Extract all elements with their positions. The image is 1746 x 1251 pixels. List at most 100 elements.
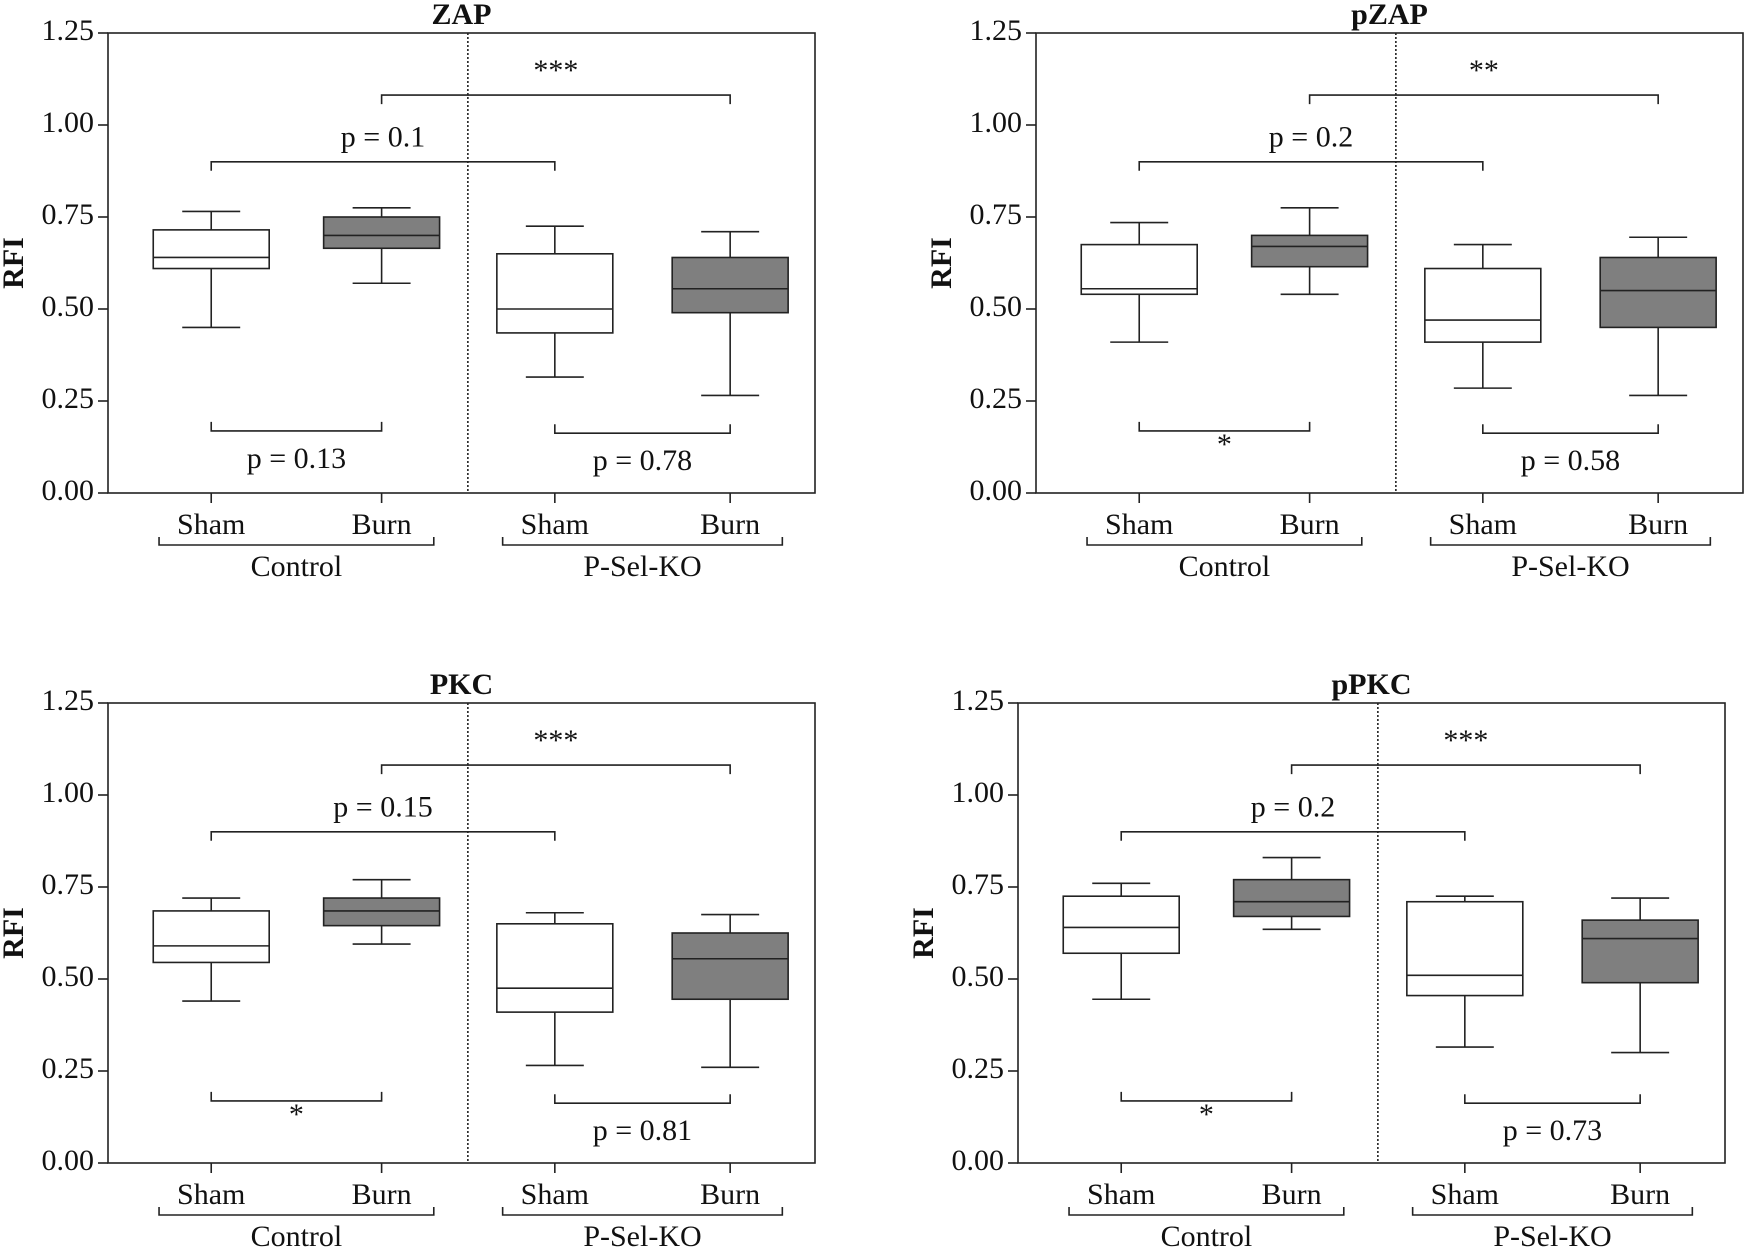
comparison-label: *** xyxy=(533,724,578,757)
y-tick-label: 0.00 xyxy=(970,474,1023,507)
x-tick-label: Burn xyxy=(1262,1178,1322,1211)
plot-frame xyxy=(107,32,816,494)
group-label: Control xyxy=(1179,550,1271,583)
box xyxy=(152,229,270,270)
box xyxy=(671,932,789,1001)
group-bracket xyxy=(1429,537,1712,546)
comparison-label: p = 0.2 xyxy=(1269,121,1353,154)
comparison-bracket xyxy=(1290,764,1641,775)
chart-title: pZAP xyxy=(1351,0,1428,31)
comparison-bracket xyxy=(1308,94,1659,105)
x-tick-label: Sham xyxy=(177,508,245,541)
box xyxy=(1062,895,1180,955)
box xyxy=(1581,919,1699,984)
comparison-label: p = 0.15 xyxy=(333,791,432,824)
group-label: Control xyxy=(251,1220,343,1251)
y-tick-label: 0.00 xyxy=(42,474,95,507)
y-tick-label: 0.50 xyxy=(970,290,1023,323)
x-tick-label: Sham xyxy=(177,1178,245,1211)
box xyxy=(1599,256,1717,329)
comparison-label: p = 0.13 xyxy=(247,442,346,475)
group-label: Control xyxy=(251,550,343,583)
y-tick-label: 0.75 xyxy=(42,868,95,901)
y-tick-label: 1.00 xyxy=(970,106,1023,139)
comparison-bracket xyxy=(1482,424,1659,434)
plot-frame xyxy=(107,702,816,1164)
plot-frame xyxy=(1035,32,1744,494)
y-tick-label: 0.25 xyxy=(42,1052,95,1085)
y-tick-label: 1.25 xyxy=(952,684,1005,717)
y-tick-label: 0.50 xyxy=(42,960,95,993)
group-label: P-Sel-KO xyxy=(1493,1220,1611,1251)
y-tick-label: 0.50 xyxy=(952,960,1005,993)
comparison-label: * xyxy=(289,1098,304,1131)
y-axis-label: RFI xyxy=(925,237,958,289)
x-tick-label: Burn xyxy=(700,508,760,541)
y-tick-label: 1.00 xyxy=(42,776,95,809)
y-tick-label: 0.75 xyxy=(42,198,95,231)
comparison-label: *** xyxy=(533,54,578,87)
box xyxy=(1250,234,1369,268)
comparison-bracket xyxy=(554,1094,731,1104)
chart-panel: ZAP RFI 0.00 0.25 0.50 0.75 1.00 1.25 Sham Burn Sh… xyxy=(0,0,816,583)
x-tick-label: Sham xyxy=(521,1178,589,1211)
comparison-bracket xyxy=(380,764,731,775)
x-tick-label: Burn xyxy=(1280,508,1340,541)
group-bracket xyxy=(501,537,784,546)
group-bracket xyxy=(1086,537,1363,546)
x-tick-label: Sham xyxy=(1105,508,1173,541)
comparison-label: p = 0.78 xyxy=(593,444,692,477)
group-bracket xyxy=(158,1207,435,1216)
comparison-label: * xyxy=(1199,1098,1214,1131)
y-axis-label: RFI xyxy=(0,237,30,289)
box xyxy=(1424,267,1542,343)
comparison-label: p = 0.58 xyxy=(1521,444,1620,477)
box xyxy=(1406,900,1524,997)
x-tick-label: Sham xyxy=(1431,1178,1499,1211)
group-bracket xyxy=(158,537,435,546)
group-bracket xyxy=(1068,1207,1345,1216)
comparison-label: p = 0.73 xyxy=(1503,1114,1602,1147)
comparison-bracket xyxy=(1138,421,1311,432)
y-tick-label: 0.25 xyxy=(970,382,1023,415)
y-tick-label: 0.75 xyxy=(952,868,1005,901)
y-tick-label: 1.00 xyxy=(42,106,95,139)
group-label: Control xyxy=(1161,1220,1253,1251)
box xyxy=(322,897,441,927)
x-tick-label: Burn xyxy=(352,1178,412,1211)
comparison-bracket xyxy=(1120,1091,1293,1102)
x-tick-label: Sham xyxy=(1087,1178,1155,1211)
chart-panel: pZAP RFI 0.00 0.25 0.50 0.75 1.00 1.25 Sham Burn S… xyxy=(925,0,1744,583)
comparison-bracket xyxy=(210,421,383,432)
comparison-bracket xyxy=(210,161,556,171)
chart-panel: PKC RFI 0.00 0.25 0.50 0.75 1.00 1.25 Sham Burn Sh… xyxy=(0,668,816,1251)
y-tick-label: 1.25 xyxy=(970,14,1023,47)
comparison-bracket xyxy=(1464,1094,1641,1104)
comparison-bracket xyxy=(1120,831,1466,841)
comparison-bracket xyxy=(1138,161,1484,171)
y-tick-label: 0.00 xyxy=(42,1144,95,1177)
group-label: P-Sel-KO xyxy=(1511,550,1629,583)
y-tick-label: 1.00 xyxy=(952,776,1005,809)
box xyxy=(496,253,614,334)
comparison-bracket xyxy=(210,831,556,841)
box xyxy=(1232,878,1351,918)
box xyxy=(671,256,789,314)
comparison-label: ** xyxy=(1469,54,1499,87)
y-tick-label: 1.25 xyxy=(42,684,95,717)
y-tick-label: 0.50 xyxy=(42,290,95,323)
box xyxy=(322,216,441,250)
y-axis-label: RFI xyxy=(907,907,940,959)
y-tick-label: 0.00 xyxy=(952,1144,1005,1177)
y-tick-label: 0.25 xyxy=(42,382,95,415)
comparison-bracket xyxy=(380,94,731,105)
comparison-bracket xyxy=(210,1091,383,1102)
group-label: P-Sel-KO xyxy=(583,550,701,583)
plot-frame xyxy=(1017,702,1726,1164)
comparison-label: * xyxy=(1217,428,1232,461)
chart-title: PKC xyxy=(430,668,493,701)
comparison-label: p = 0.81 xyxy=(593,1114,692,1147)
x-tick-label: Sham xyxy=(1449,508,1517,541)
x-tick-label: Burn xyxy=(1628,508,1688,541)
